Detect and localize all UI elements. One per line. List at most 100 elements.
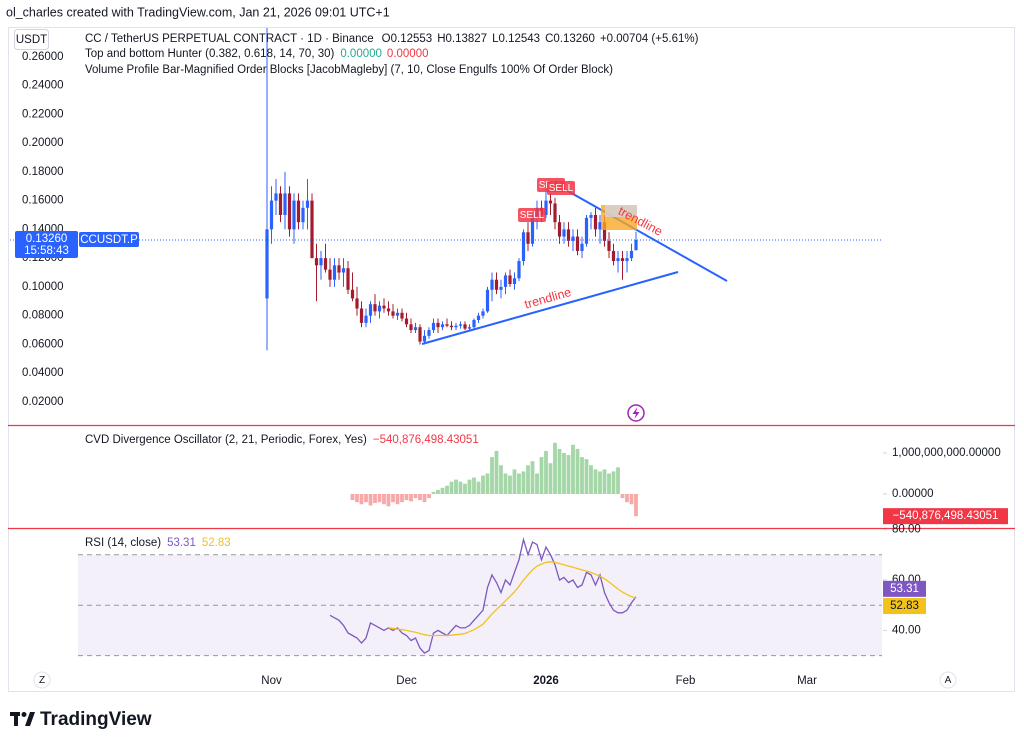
histogram-bar	[562, 453, 566, 494]
histogram-bar	[472, 477, 476, 494]
histogram-bar	[566, 455, 571, 494]
candle-body	[476, 315, 481, 320]
value-tag	[883, 508, 1008, 525]
y-tick-label: 0.10000	[22, 281, 64, 293]
histogram-bar	[431, 491, 436, 494]
alert-icon[interactable]	[627, 404, 645, 422]
auto-button[interactable]	[939, 671, 957, 689]
y-tick-label: 0.02000	[22, 396, 64, 408]
x-tick-label: Dec	[396, 675, 417, 687]
histogram-bar	[517, 473, 521, 494]
y-tick-label: 0.16000	[22, 195, 64, 207]
histogram-bar	[539, 457, 544, 494]
candle-body	[427, 330, 431, 336]
candle-body	[548, 200, 553, 204]
histogram-bar	[557, 448, 562, 494]
histogram-bar	[499, 465, 503, 494]
candle-body	[377, 305, 382, 312]
candle-body	[526, 232, 530, 244]
candle-body	[386, 308, 391, 312]
histogram-bar	[440, 487, 445, 494]
price-tag-label: 0.13260	[26, 233, 68, 245]
y-tick-label: 0.26000	[22, 51, 64, 63]
candle-body	[400, 312, 404, 319]
candle-body	[602, 222, 607, 241]
histogram-bar	[391, 493, 395, 503]
order-block	[605, 205, 637, 217]
histogram-bar	[386, 493, 391, 507]
histogram-bar	[620, 493, 625, 499]
histogram-bar	[350, 493, 355, 501]
candle-body	[301, 207, 305, 223]
zoom-button[interactable]	[33, 671, 51, 689]
signal-label: SELL	[520, 210, 545, 221]
histogram-bar	[629, 493, 634, 505]
auto-label[interactable]: A	[945, 675, 952, 686]
candle-body	[449, 325, 454, 328]
histogram-bar	[548, 463, 553, 494]
candle-body	[589, 214, 593, 218]
histogram-bar	[359, 493, 364, 505]
candle-body	[521, 232, 526, 262]
histogram-bar	[508, 475, 512, 494]
indicator-value: 0.00000	[387, 48, 429, 60]
histogram-bar	[634, 493, 638, 517]
histogram-bar	[580, 457, 584, 494]
candle-body	[274, 193, 278, 201]
candle-body	[436, 322, 440, 328]
y-tick-label: 0.22000	[22, 108, 64, 120]
candle-body	[472, 319, 476, 328]
indicator-value: 53.31	[167, 537, 196, 549]
value-tag	[883, 580, 926, 597]
candle-body	[458, 324, 463, 326]
trendline	[565, 189, 728, 282]
candle-body	[364, 315, 368, 323]
zoom-label[interactable]: Z	[39, 675, 45, 686]
histogram-bar	[418, 493, 422, 501]
histogram-bar	[463, 483, 467, 494]
symbol-tag	[79, 232, 139, 248]
y-tick-label: 0.00000	[892, 488, 934, 500]
ohlc-key: C	[545, 33, 553, 45]
candle-body	[625, 258, 629, 262]
ohlc-key: O	[382, 33, 391, 45]
candles	[265, 28, 638, 351]
y-tick-label: 1,000,000,000.00000	[892, 447, 1001, 459]
countdown: 15:58:43	[24, 245, 69, 257]
histogram-bar	[512, 469, 517, 494]
trendline	[421, 271, 679, 345]
histogram-bar	[593, 469, 598, 494]
candle-body	[328, 269, 332, 280]
candle-body	[584, 217, 589, 244]
candle-body	[463, 324, 467, 329]
candle-body	[337, 265, 341, 273]
histogram-bar	[616, 467, 620, 494]
histogram-bar	[553, 442, 557, 494]
brand-logo	[10, 712, 35, 726]
histogram-bar	[413, 493, 418, 499]
histogram-bar	[530, 461, 535, 494]
currency-label[interactable]: USDT	[16, 34, 47, 46]
histogram-bar	[584, 459, 589, 494]
ohlc-key: L	[492, 33, 499, 45]
currency-button[interactable]	[14, 29, 49, 50]
candle-body	[620, 258, 625, 262]
candle-body	[454, 325, 458, 328]
histogram-bar	[404, 493, 409, 501]
ohlc-value: 0.12553	[391, 33, 433, 45]
value-tag-label: 52.83	[890, 600, 919, 612]
symbol-title: CC / TetherUS PERPETUAL CONTRACT · 1D · …	[85, 33, 374, 45]
candle-body	[593, 214, 598, 230]
candle-body	[269, 200, 274, 230]
histogram-bar	[400, 493, 404, 503]
candle-body	[346, 268, 350, 290]
candle-body	[553, 203, 557, 223]
candle-body	[566, 229, 571, 241]
y-tick-label: 0.24000	[22, 80, 64, 92]
symbol-tag-label: CCUSDT.P	[80, 234, 138, 246]
candle-body	[382, 305, 386, 309]
y-tick-label: 0.08000	[22, 310, 64, 322]
histogram-bar	[445, 485, 449, 494]
